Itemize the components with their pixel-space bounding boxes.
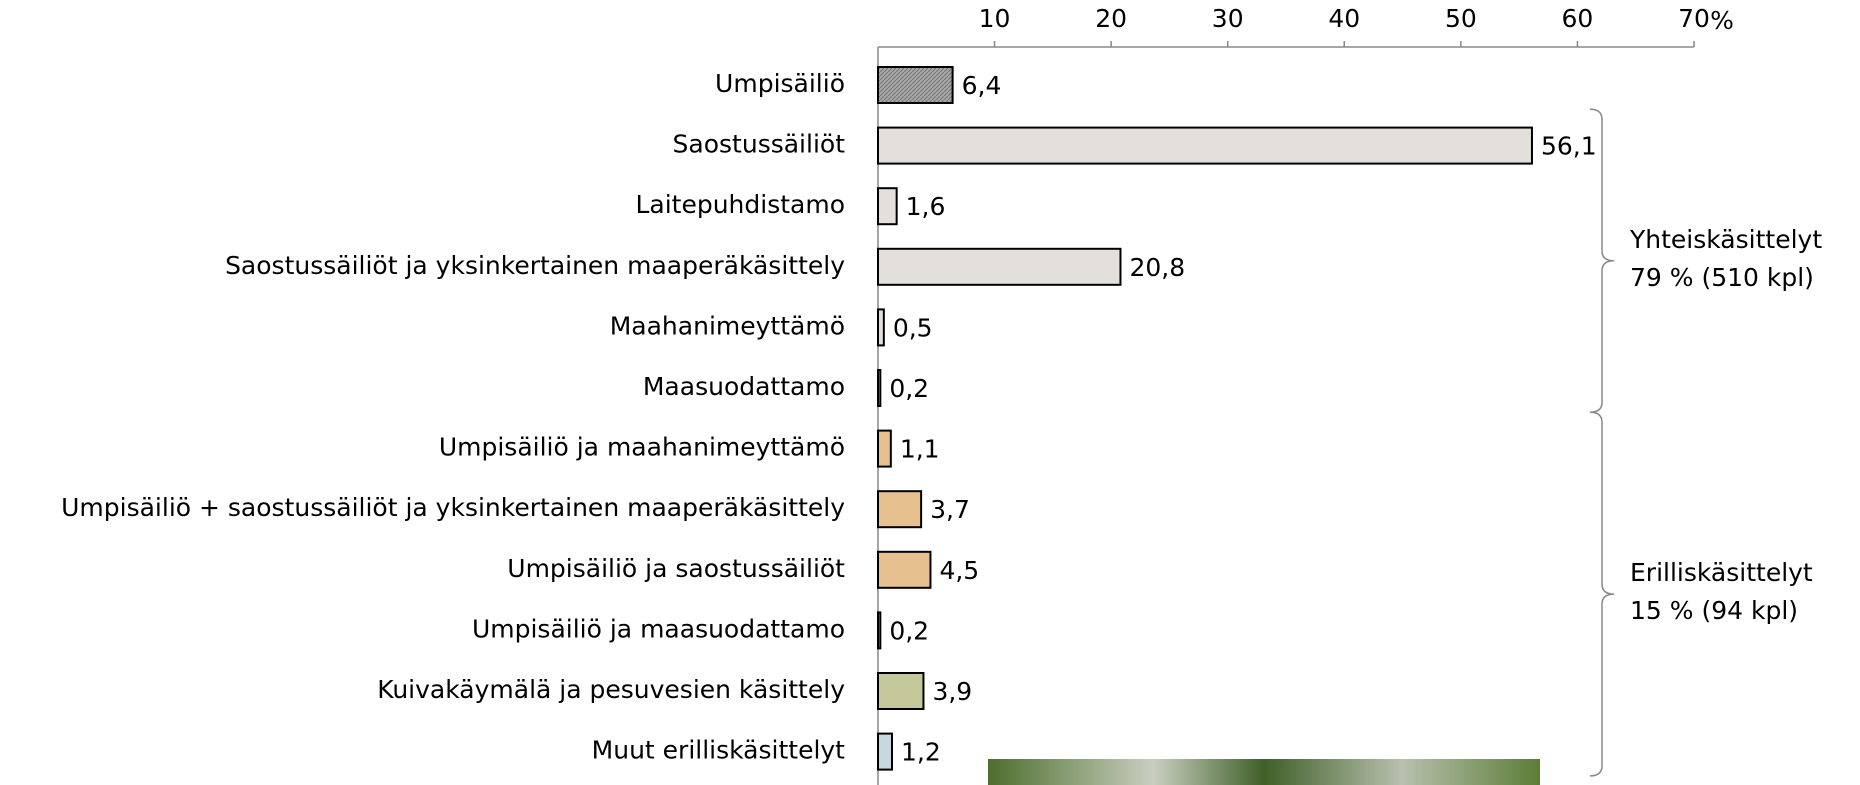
- bar: [877, 611, 882, 650]
- category-label: Umpisäiliö ja maahanimeyttämö: [439, 433, 845, 462]
- x-tick-label: 30: [1212, 4, 1244, 33]
- bar: [877, 429, 892, 468]
- group-bracket: [1589, 108, 1615, 414]
- group-note: 15 % (94 kpl): [1630, 596, 1798, 625]
- bar: [877, 66, 954, 104]
- x-tick-label: 50: [1445, 4, 1477, 33]
- category-label: Maahanimeyttämö: [610, 311, 845, 340]
- x-tick-label: 20: [1095, 4, 1127, 33]
- bar: [877, 369, 882, 407]
- category-label: Umpisäiliö ja maasuodattamo: [472, 614, 845, 643]
- category-label: Umpisäiliö ja saostussäiliöt: [507, 554, 845, 583]
- value-label: 0,5: [893, 313, 933, 342]
- group-name: Erilliskäsittelyt: [1630, 558, 1813, 587]
- bar: [877, 732, 893, 771]
- category-label: Umpisäiliö: [715, 69, 845, 98]
- photo: [988, 759, 1540, 785]
- x-tick-label: 70: [1678, 4, 1710, 33]
- value-label: 1,6: [906, 192, 946, 221]
- bar: [877, 672, 925, 710]
- value-label: 0,2: [889, 616, 929, 645]
- x-tick-label: 60: [1562, 4, 1594, 33]
- category-label: Muut erilliskäsittelyt: [592, 736, 846, 765]
- bar: [877, 308, 885, 347]
- category-label: Umpisäiliö + saostussäiliöt ja yksinkert…: [61, 493, 845, 522]
- value-label: 3,7: [930, 495, 970, 524]
- bar: [877, 550, 932, 589]
- x-axis-label: %: [1710, 6, 1734, 35]
- value-label: 3,9: [932, 677, 972, 706]
- value-label: 6,4: [962, 71, 1002, 100]
- x-tick-label: 10: [979, 4, 1011, 33]
- bar: [877, 247, 1122, 286]
- category-label: Maasuodattamo: [643, 372, 845, 401]
- category-label: Saostussäiliöt: [673, 130, 846, 159]
- bar: [877, 126, 1533, 165]
- value-label: 20,8: [1129, 253, 1185, 282]
- group-note: 79 % (510 kpl): [1630, 263, 1814, 292]
- bar: [877, 490, 923, 529]
- category-label: Saostussäiliöt ja yksinkertainen maaperä…: [225, 251, 845, 280]
- value-label: 1,1: [900, 435, 940, 464]
- value-label: 4,5: [939, 556, 979, 585]
- group-bracket: [1589, 411, 1615, 777]
- value-label: 56,1: [1541, 132, 1597, 161]
- category-label: Laitepuhdistamo: [635, 190, 845, 219]
- category-label: Kuivakäymälä ja pesuvesien käsittely: [377, 675, 845, 704]
- value-label: 1,2: [901, 738, 941, 767]
- group-name: Yhteiskäsittelyt: [1629, 225, 1822, 254]
- bar: [877, 187, 898, 226]
- x-tick-label: 40: [1328, 4, 1360, 33]
- value-label: 0,2: [889, 374, 929, 403]
